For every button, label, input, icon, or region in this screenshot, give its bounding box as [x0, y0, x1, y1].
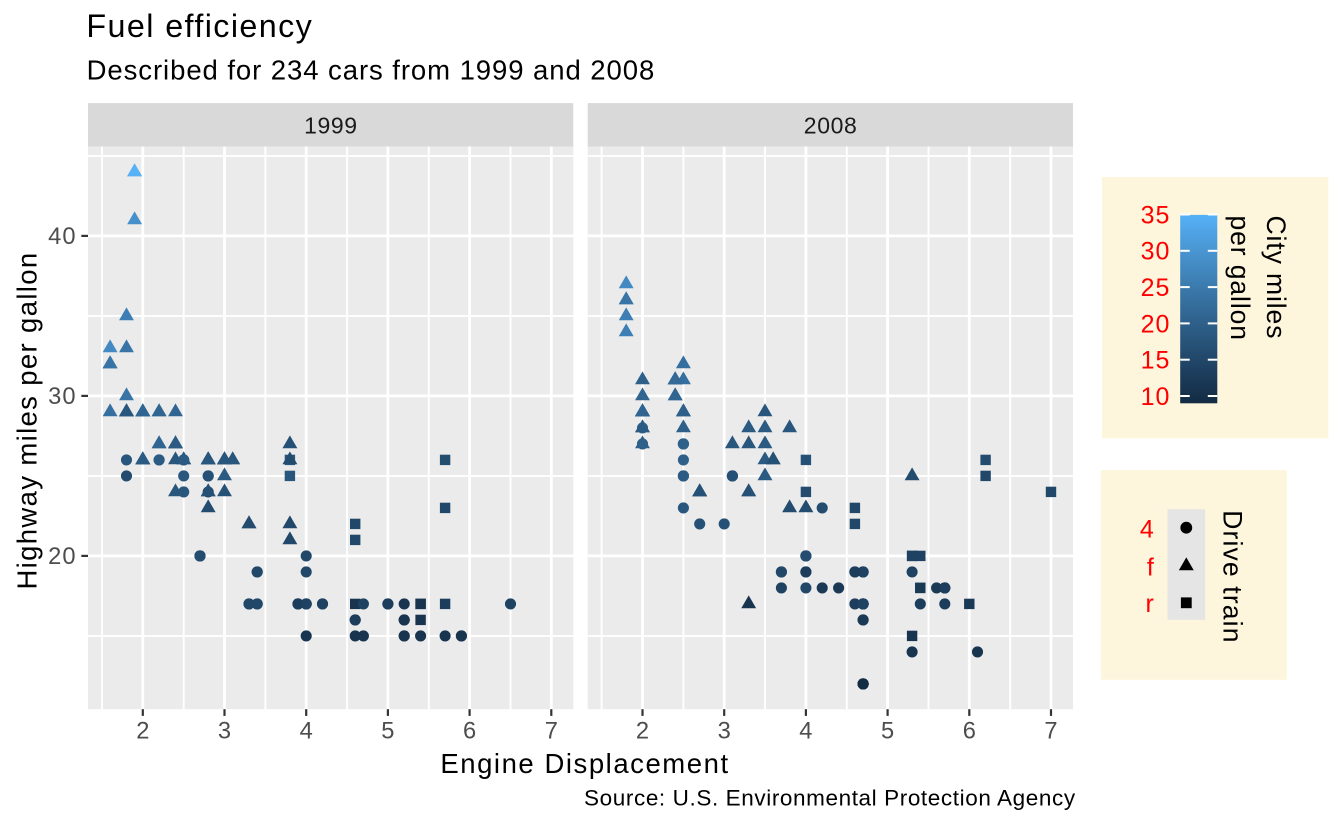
svg-text:4: 4 — [300, 719, 313, 745]
svg-text:25: 25 — [1141, 274, 1171, 302]
svg-text:2008: 2008 — [804, 113, 858, 139]
svg-text:Described for 234 cars from 19: Described for 234 cars from 1999 and 200… — [87, 55, 656, 86]
svg-text:35: 35 — [1141, 201, 1171, 229]
svg-text:f: f — [1147, 554, 1154, 582]
svg-text:6: 6 — [463, 719, 476, 745]
svg-text:Highway miles per gallon: Highway miles per gallon — [11, 251, 42, 589]
svg-text:3: 3 — [218, 719, 231, 745]
svg-text:Engine Displacement: Engine Displacement — [440, 748, 729, 779]
svg-text:7: 7 — [1044, 719, 1057, 745]
svg-text:r: r — [1145, 590, 1153, 618]
svg-text:1999: 1999 — [304, 113, 358, 139]
svg-text:15: 15 — [1141, 347, 1171, 375]
svg-text:Source: U.S. Environmental Pro: Source: U.S. Environmental Protection Ag… — [584, 785, 1076, 810]
svg-text:2: 2 — [636, 719, 649, 745]
svg-text:7: 7 — [545, 719, 558, 745]
svg-text:5: 5 — [881, 719, 894, 745]
svg-text:3: 3 — [718, 719, 731, 745]
svg-text:City milesper gallon: City milesper gallon — [1225, 216, 1291, 341]
svg-text:5: 5 — [381, 719, 394, 745]
svg-text:Fuel efficiency: Fuel efficiency — [86, 8, 313, 44]
svg-text:10: 10 — [1141, 383, 1171, 411]
svg-text:Drive train: Drive train — [1217, 510, 1247, 643]
svg-text:20: 20 — [1141, 310, 1171, 338]
svg-text:6: 6 — [963, 719, 976, 745]
svg-text:30: 30 — [48, 384, 76, 410]
svg-text:2: 2 — [136, 719, 149, 745]
svg-text:30: 30 — [1141, 238, 1171, 266]
svg-text:20: 20 — [48, 544, 76, 570]
svg-text:4: 4 — [799, 719, 812, 745]
svg-text:4: 4 — [1140, 515, 1154, 543]
svg-text:40: 40 — [48, 224, 76, 250]
